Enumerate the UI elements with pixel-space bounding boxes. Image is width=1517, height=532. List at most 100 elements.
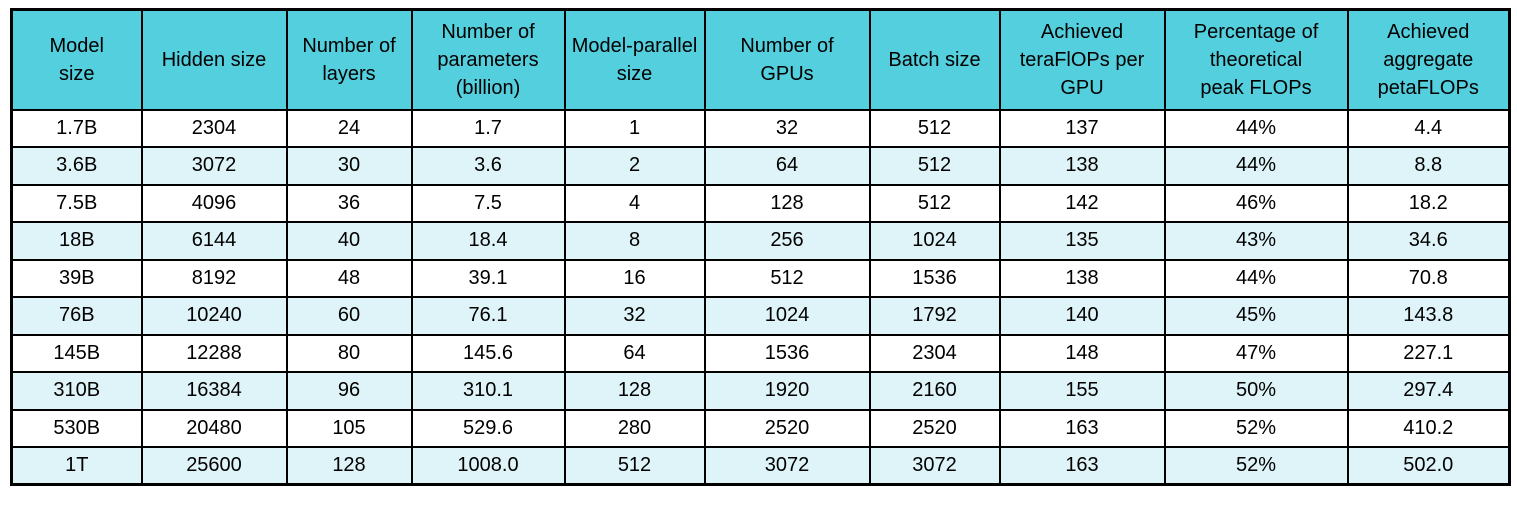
table-row: 39B 8192 48 39.1 16 512 1536 138 44% 70.8 <box>10 258 1511 298</box>
table-cell: 40 <box>285 221 413 261</box>
table-cell: 7.5 <box>410 183 566 223</box>
table-cell: 512 <box>563 446 706 486</box>
table-cell: 18.2 <box>1346 183 1511 223</box>
table-cell: 2160 <box>868 371 1001 411</box>
table-cell: 1024 <box>868 221 1001 261</box>
table-cell: 34.6 <box>1346 221 1511 261</box>
table-row: 7.5B 4096 36 7.5 4 128 512 142 46% 18.2 <box>10 183 1511 223</box>
table-cell: 2520 <box>868 408 1001 448</box>
table-cell: 43% <box>1163 221 1349 261</box>
table-cell: 50% <box>1163 371 1349 411</box>
table-cell: 145B <box>10 333 143 373</box>
table-cell: 20480 <box>140 408 288 448</box>
table-cell: 18.4 <box>410 221 566 261</box>
table-cell: 1024 <box>703 296 871 336</box>
table-cell: 1.7B <box>10 108 143 148</box>
table-cell: 24 <box>285 108 413 148</box>
column-header-6: Batch size <box>868 8 1001 111</box>
table-cell: 4096 <box>140 183 288 223</box>
table-cell: 3.6B <box>10 146 143 186</box>
table-cell: 105 <box>285 408 413 448</box>
table-row: 76B 10240 60 76.1 32 1024 1792 140 45% 143.8 <box>10 296 1511 336</box>
table-cell: 2304 <box>140 108 288 148</box>
column-header-4: Model-parallel size <box>563 8 706 111</box>
table-cell: 143.8 <box>1346 296 1511 336</box>
table-cell: 2520 <box>703 408 871 448</box>
table-cell: 39B <box>10 258 143 298</box>
table-cell: 3072 <box>703 446 871 486</box>
table-cell: 25600 <box>140 446 288 486</box>
table-cell: 1920 <box>703 371 871 411</box>
table-cell: 155 <box>998 371 1166 411</box>
table-cell: 256 <box>703 221 871 261</box>
table-cell: 137 <box>998 108 1166 148</box>
table-cell: 60 <box>285 296 413 336</box>
table-cell: 64 <box>703 146 871 186</box>
table-cell: 46% <box>1163 183 1349 223</box>
table-cell: 512 <box>868 108 1001 148</box>
table-body: 1.7B 2304 24 1.7 1 32 512 137 44% 4.4 3.6B 3072 30 3.… <box>10 108 1511 486</box>
table-row: 310B 16384 96 310.1 128 1920 2160 155 50% 297.4 <box>10 371 1511 411</box>
column-header-3: Number of parameters (billion) <box>410 8 566 111</box>
table-cell: 32 <box>703 108 871 148</box>
table-cell: 76B <box>10 296 143 336</box>
table-cell: 128 <box>703 183 871 223</box>
table-cell: 96 <box>285 371 413 411</box>
table-row: 3.6B 3072 30 3.6 2 64 512 138 44% 8.8 <box>10 146 1511 186</box>
table-cell: 512 <box>868 183 1001 223</box>
table-cell: 1T <box>10 446 143 486</box>
table-cell: 1792 <box>868 296 1001 336</box>
table-cell: 1536 <box>703 333 871 373</box>
table-cell: 4.4 <box>1346 108 1511 148</box>
table-cell: 410.2 <box>1346 408 1511 448</box>
table-cell: 297.4 <box>1346 371 1511 411</box>
scaling-performance-table: Model size Hidden size Number of layers Num… <box>10 8 1511 486</box>
table-cell: 2304 <box>868 333 1001 373</box>
table-cell: 1008.0 <box>410 446 566 486</box>
table-cell: 138 <box>998 258 1166 298</box>
table-cell: 1536 <box>868 258 1001 298</box>
table-cell: 8192 <box>140 258 288 298</box>
column-header-0: Model size <box>10 8 143 111</box>
table-cell: 280 <box>563 408 706 448</box>
table-cell: 529.6 <box>410 408 566 448</box>
table-cell: 3072 <box>868 446 1001 486</box>
column-header-9: Achieved aggregate petaFLOPs <box>1346 8 1511 111</box>
scaling-performance-table-container: Model size Hidden size Number of layers Num… <box>10 8 1511 486</box>
table-cell: 12288 <box>140 333 288 373</box>
table-cell: 138 <box>998 146 1166 186</box>
table-cell: 44% <box>1163 258 1349 298</box>
table-cell: 140 <box>998 296 1166 336</box>
table-cell: 44% <box>1163 146 1349 186</box>
table-cell: 163 <box>998 446 1166 486</box>
table-row: 18B 6144 40 18.4 8 256 1024 135 43% 34.6 <box>10 221 1511 261</box>
table-cell: 52% <box>1163 446 1349 486</box>
table-cell: 1.7 <box>410 108 566 148</box>
table-cell: 128 <box>285 446 413 486</box>
table-cell: 502.0 <box>1346 446 1511 486</box>
table-cell: 30 <box>285 146 413 186</box>
table-cell: 36 <box>285 183 413 223</box>
table-cell: 128 <box>563 371 706 411</box>
table-cell: 145.6 <box>410 333 566 373</box>
table-cell: 32 <box>563 296 706 336</box>
table-cell: 48 <box>285 258 413 298</box>
table-cell: 8 <box>563 221 706 261</box>
table-cell: 6144 <box>140 221 288 261</box>
table-row: 1T 25600 128 1008.0 512 3072 3072 163 52% 502.0 <box>10 446 1511 486</box>
table-header: Model size Hidden size Number of layers Num… <box>10 8 1511 111</box>
table-cell: 512 <box>703 258 871 298</box>
table-cell: 2 <box>563 146 706 186</box>
table-cell: 76.1 <box>410 296 566 336</box>
table-cell: 52% <box>1163 408 1349 448</box>
column-header-8: Percentage of theoretical peak FLOPs <box>1163 8 1349 111</box>
table-cell: 135 <box>998 221 1166 261</box>
table-cell: 4 <box>563 183 706 223</box>
table-cell: 163 <box>998 408 1166 448</box>
table-cell: 45% <box>1163 296 1349 336</box>
table-cell: 3072 <box>140 146 288 186</box>
table-cell: 1 <box>563 108 706 148</box>
table-cell: 8.8 <box>1346 146 1511 186</box>
table-cell: 227.1 <box>1346 333 1511 373</box>
column-header-7: Achieved teraFlOPs per GPU <box>998 8 1166 111</box>
